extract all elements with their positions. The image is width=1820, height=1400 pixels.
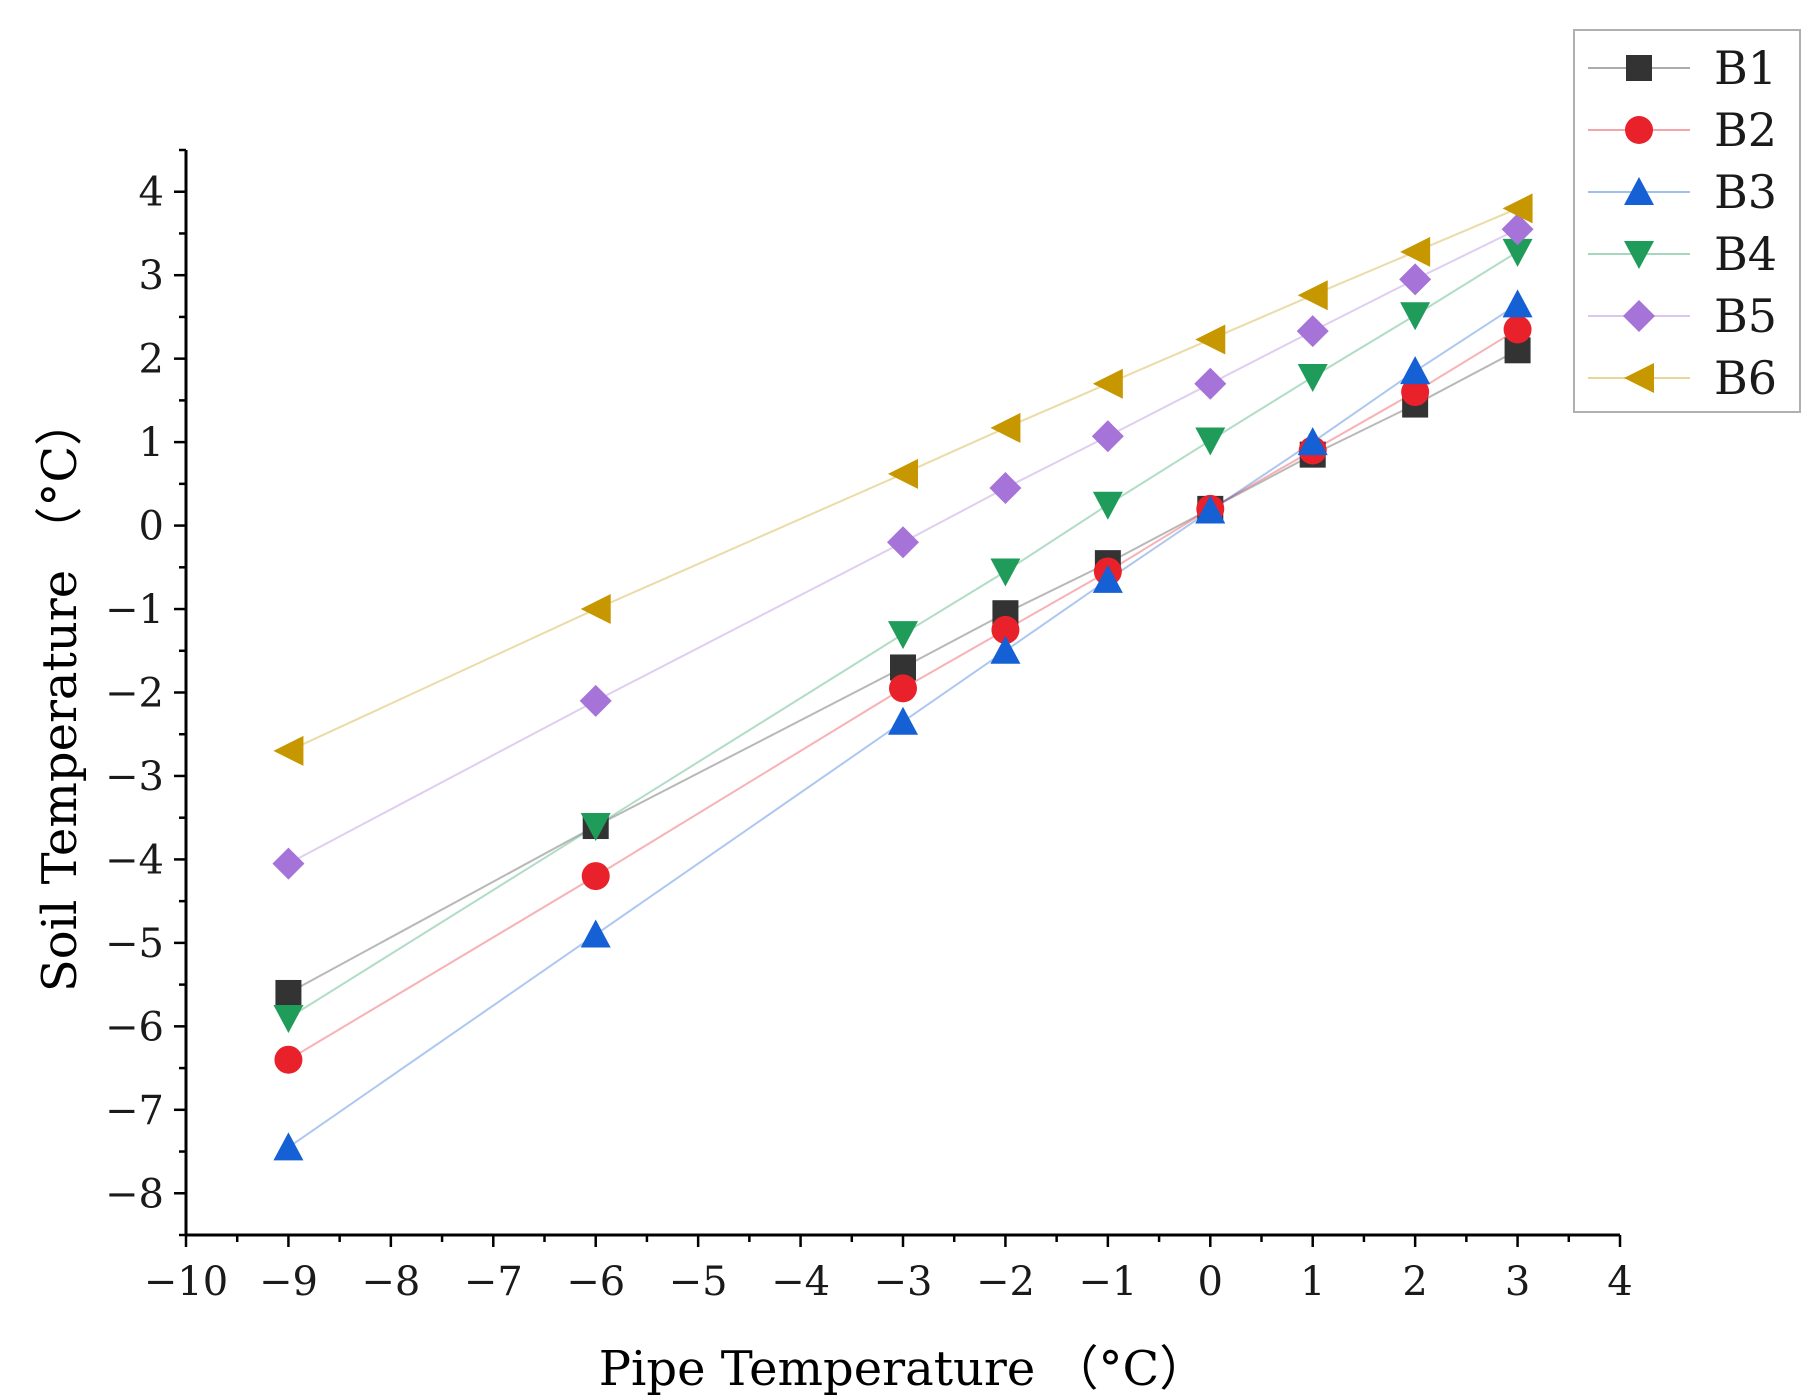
data-point-b4	[1297, 364, 1328, 393]
legend-label-b2: B2	[1714, 103, 1777, 157]
legend-marker-b4	[1624, 241, 1654, 269]
ticks: −10 −9 −8 −7 −6 −5 −4 −3 −2 −1 0 1 2 3 4−8−7−6−5−4−3−2…	[105, 148, 1633, 1305]
y-tick-label: 0	[139, 504, 164, 550]
data-point-b5	[1501, 213, 1534, 246]
y-tick-label: −5	[105, 921, 164, 967]
data-point-b3	[1092, 564, 1123, 593]
markers	[272, 193, 1534, 1161]
y-tick-label: −8	[105, 1171, 164, 1217]
data-point-b6	[1195, 324, 1226, 355]
data-point-b4	[580, 813, 611, 842]
data-point-b6	[1400, 236, 1431, 267]
data-point-b2	[1503, 315, 1532, 344]
legend-marker-b3	[1624, 177, 1654, 205]
x-tick-label: −1	[1078, 1259, 1137, 1305]
data-point-b3	[273, 1132, 304, 1161]
y-tick-label: −6	[105, 1004, 164, 1050]
legend: B1 B2 B3 B4 B5 B6	[1573, 29, 1801, 413]
data-point-b3	[888, 706, 918, 735]
data-point-b6	[1502, 193, 1533, 224]
data-point-b3	[1502, 289, 1533, 318]
legend-marker-b2	[1625, 116, 1653, 144]
data-point-b5	[1296, 315, 1329, 348]
data-point-b5	[1399, 263, 1432, 296]
y-tick-label: 3	[139, 253, 164, 299]
data-point-b4	[990, 558, 1021, 587]
data-point-b5	[579, 684, 612, 717]
data-point-b4	[888, 621, 918, 650]
data-point-b5	[272, 847, 305, 880]
legend-label-b5: B5	[1714, 289, 1777, 343]
data-point-b4	[1502, 238, 1533, 267]
legend-box	[1573, 29, 1801, 413]
data-point-b3	[990, 635, 1021, 664]
data-point-b5	[989, 472, 1022, 505]
x-tick-label: −10	[144, 1259, 228, 1305]
x-tick-label: −4	[771, 1259, 830, 1305]
legend-marker-b6	[1624, 363, 1654, 393]
data-point-b2	[581, 862, 610, 891]
x-tick-label: −8	[361, 1259, 420, 1305]
data-point-b4	[1195, 427, 1226, 456]
y-tick-label: −7	[105, 1088, 164, 1134]
x-tick-label: −9	[259, 1259, 318, 1305]
data-point-b4	[1400, 302, 1431, 331]
x-tick-label: 1	[1300, 1259, 1325, 1305]
legend-label-b6: B6	[1714, 351, 1777, 405]
data-point-b3	[1297, 427, 1328, 456]
y-tick-label: 1	[139, 420, 164, 466]
data-point-b6	[1297, 280, 1328, 311]
x-tick-label: −3	[874, 1259, 933, 1305]
data-point-b5	[1091, 420, 1124, 453]
data-point-b2	[889, 674, 917, 703]
legend-marker-b5	[1623, 300, 1655, 332]
data-point-b6	[1092, 368, 1123, 399]
data-point-b2	[1401, 378, 1430, 407]
legend-marker-b1	[1626, 55, 1652, 81]
data-point-b2	[991, 615, 1020, 644]
data-point-b1	[275, 979, 302, 1006]
data-point-b6	[990, 412, 1021, 443]
data-point-b3	[1195, 495, 1226, 524]
x-tick-label: 4	[1607, 1259, 1632, 1305]
x-tick-label: −7	[464, 1259, 523, 1305]
data-point-b5	[1194, 367, 1227, 400]
x-axis-title: Pipe Temperature （°C）	[599, 1341, 1208, 1397]
data-point-b4	[1092, 491, 1123, 520]
data-point-b5	[887, 526, 919, 559]
x-tick-label: 0	[1198, 1259, 1223, 1305]
x-tick-label: −5	[669, 1259, 728, 1305]
legend-label-b1: B1	[1714, 41, 1777, 95]
data-point-b2	[274, 1045, 303, 1074]
data-point-b6	[273, 735, 304, 766]
legend-items: B1 B2 B3 B4 B5 B6	[1588, 41, 1777, 405]
legend-label-b3: B3	[1714, 165, 1777, 219]
x-tick-label: 2	[1402, 1259, 1427, 1305]
y-tick-label: 2	[139, 337, 164, 383]
data-point-b4	[273, 1005, 304, 1033]
data-point-b6	[888, 458, 918, 489]
data-point-b6	[580, 594, 611, 625]
legend-label-b4: B4	[1714, 227, 1777, 281]
y-tick-label: 4	[139, 170, 164, 216]
plot-area: −10 −9 −8 −7 −6 −5 −4 −3 −2 −1 0 1 2 3 4−8−7−6−5−4−3−2…	[105, 148, 1633, 1305]
data-point-b3	[580, 919, 611, 948]
y-axis-title: Soil Temperature （°C）	[32, 398, 88, 992]
y-tick-label: −2	[105, 671, 164, 717]
x-tick-label: −2	[976, 1259, 1035, 1305]
x-tick-label: −6	[566, 1259, 625, 1305]
y-tick-label: −3	[105, 754, 164, 800]
data-point-b3	[1400, 356, 1431, 385]
x-tick-label: 3	[1505, 1259, 1530, 1305]
y-tick-label: −1	[105, 587, 164, 633]
y-tick-label: −4	[105, 837, 164, 883]
